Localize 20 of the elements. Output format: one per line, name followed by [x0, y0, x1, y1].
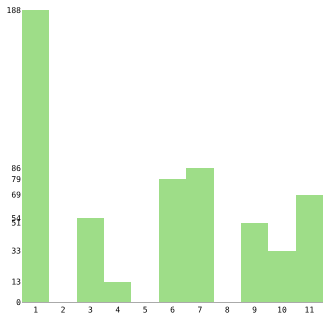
- y-tick-label: 69: [11, 190, 22, 200]
- x-tick-label: 6: [170, 306, 176, 315]
- y-tick-label: 86: [11, 164, 22, 174]
- x-tick-label: 8: [224, 306, 230, 315]
- y-tick-label: 33: [11, 246, 22, 256]
- x-tick-label: 9: [252, 306, 258, 315]
- x-tick-label: 11: [304, 306, 314, 315]
- bar: [22, 10, 49, 302]
- y-tick-label: 188: [6, 6, 22, 15]
- x-tick-label: 7: [197, 306, 202, 315]
- x-tick-label: 1: [33, 306, 38, 315]
- x-tick-label: 2: [60, 306, 66, 315]
- y-tick-label: 13: [11, 278, 22, 287]
- y-tick-label: 51: [11, 218, 22, 228]
- x-tick-label: 4: [115, 306, 120, 315]
- y-tick-label: 0: [16, 298, 22, 307]
- x-tick-label: 3: [88, 306, 93, 315]
- x-tick-label: 10: [277, 306, 287, 315]
- y-tick-label: 79: [11, 175, 22, 184]
- x-tick-label: 5: [142, 306, 148, 315]
